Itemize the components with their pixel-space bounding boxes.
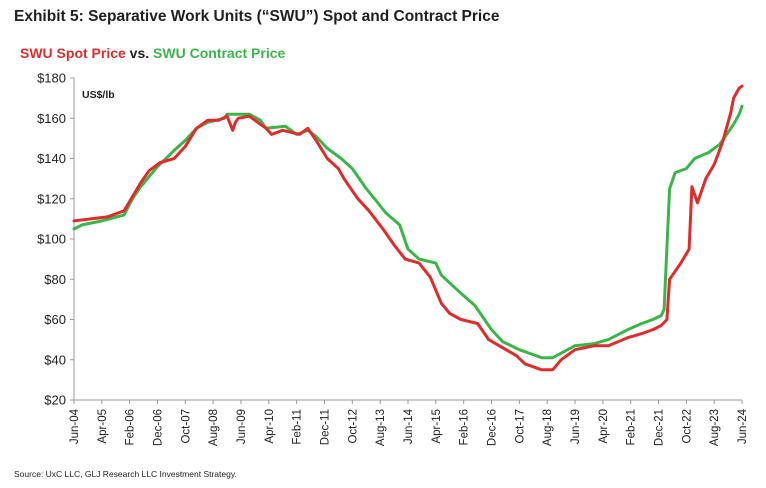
x-tick-label: Apr-05 — [97, 409, 109, 444]
x-tick-label: Aug-23 — [709, 409, 721, 446]
x-tick-label: Dec-06 — [153, 409, 165, 446]
chart-title-spot: SWU Spot Price — [20, 45, 126, 61]
x-tick-label: Apr-15 — [431, 409, 443, 444]
x-tick-label: Oct-07 — [180, 409, 192, 444]
y-tick-label: $120 — [37, 191, 66, 206]
source-note: Source: UxC LLC, GLJ Research LLC Invest… — [14, 469, 237, 479]
x-tick-label: Apr-10 — [264, 409, 276, 444]
x-tick-label: Feb-06 — [125, 409, 137, 445]
x-tick-label: Dec-21 — [654, 409, 666, 446]
x-tick-label: Oct-22 — [681, 409, 693, 444]
x-tick-label: Dec-16 — [487, 409, 499, 446]
series-line-contract — [72, 104, 744, 360]
x-tick-label: Jun-04 — [69, 408, 81, 444]
x-tick-label: Aug-08 — [208, 409, 220, 446]
x-tick-label: Jun-24 — [737, 408, 749, 444]
x-tick-label: Aug-18 — [542, 409, 554, 446]
exhibit-title: Exhibit 5: Separative Work Units (“SWU”)… — [14, 8, 500, 25]
x-tick-label: Jun-14 — [403, 408, 415, 444]
unit-label: US$/lb — [82, 89, 115, 101]
y-tick-label: $160 — [37, 111, 66, 126]
x-tick-label: Feb-21 — [626, 409, 638, 445]
x-tick-label: Jun-19 — [570, 409, 582, 444]
chart-title: SWU Spot Price vs. SWU Contract Price — [20, 45, 285, 61]
x-tick-label: Aug-13 — [375, 409, 387, 446]
x-tick-label: Feb-16 — [459, 409, 471, 445]
y-tick-label: $80 — [44, 272, 66, 287]
x-tick-label: Feb-11 — [292, 409, 304, 445]
y-tick-label: $180 — [37, 71, 66, 86]
y-tick-label: $20 — [44, 393, 66, 408]
series-group — [72, 84, 744, 372]
x-tick-label: Oct-17 — [514, 409, 526, 444]
series-line-spot — [72, 84, 744, 372]
chart-title-vs: vs. — [125, 45, 154, 61]
x-tick-label: Oct-12 — [347, 409, 359, 444]
y-tick-label: $40 — [44, 352, 66, 367]
y-axis: $20 $40 $60 $80 $100 $120 $140 $160 $180 — [37, 71, 75, 408]
y-tick-label: $100 — [37, 232, 66, 247]
x-tick-label: Dec-11 — [320, 409, 332, 445]
y-tick-label: $60 — [44, 312, 66, 327]
y-tick-label: $140 — [37, 151, 66, 166]
chart-title-contract: SWU Contract Price — [153, 45, 286, 61]
x-tick-label: Apr-20 — [598, 409, 610, 444]
x-axis: Jun-04 Apr-05 Feb-06 Dec-06 Oct-07 Aug-08 Jun-… — [69, 399, 749, 446]
x-tick-label: Jun-09 — [236, 409, 248, 444]
